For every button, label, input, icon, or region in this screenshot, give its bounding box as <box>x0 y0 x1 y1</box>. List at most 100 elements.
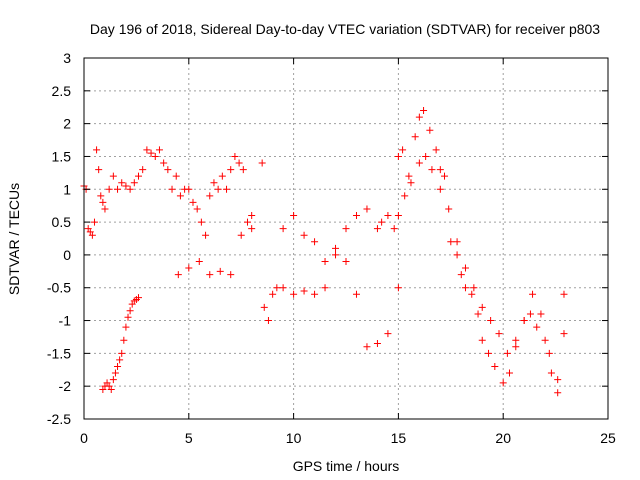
data-point <box>168 185 176 193</box>
data-point <box>384 212 392 220</box>
y-tick-label: 0 <box>63 247 71 263</box>
data-point <box>384 330 392 338</box>
data-point <box>342 257 350 265</box>
data-point <box>134 172 142 180</box>
x-tick-label: 5 <box>185 430 193 446</box>
data-point <box>206 271 214 279</box>
data-point <box>118 349 126 357</box>
data-point <box>411 133 419 141</box>
y-tick-label: 2.5 <box>52 83 72 99</box>
x-axis-label: GPS time / hours <box>293 458 400 474</box>
data-point <box>147 149 155 157</box>
data-point <box>88 231 96 239</box>
grid-lines <box>84 58 608 419</box>
data-point <box>474 310 482 318</box>
data-point <box>470 284 478 292</box>
data-point <box>139 166 147 174</box>
data-point <box>155 146 163 154</box>
data-point <box>239 166 247 174</box>
data-point <box>533 323 541 331</box>
y-axis-ticks: -2.5 -2 -1.5 -1 -0.5 0 0.5 1 1.5 2 2.5 3 <box>47 50 608 427</box>
data-point <box>300 231 308 239</box>
data-point <box>143 146 151 154</box>
data-point <box>554 376 562 384</box>
data-point <box>122 323 130 331</box>
data-point <box>114 362 122 370</box>
data-point <box>210 179 218 187</box>
data-point <box>176 192 184 200</box>
data-point <box>554 389 562 397</box>
data-point <box>415 159 423 167</box>
data-point <box>160 159 168 167</box>
data-point <box>264 317 272 325</box>
x-tick-label: 0 <box>80 430 88 446</box>
data-point <box>95 166 103 174</box>
data-point <box>300 287 308 295</box>
data-point <box>197 218 205 226</box>
data-point <box>407 179 415 187</box>
data-point <box>109 376 117 384</box>
data-point <box>526 310 534 318</box>
x-tick-label: 10 <box>286 430 302 446</box>
x-tick-label: 20 <box>495 430 511 446</box>
data-point <box>311 290 319 298</box>
data-point <box>352 212 360 220</box>
data-point <box>195 257 203 265</box>
data-point <box>248 212 256 220</box>
data-point <box>332 244 340 252</box>
data-point <box>363 205 371 213</box>
data-point <box>432 146 440 154</box>
data-point <box>227 271 235 279</box>
data-point <box>227 166 235 174</box>
chart-title: Day 196 of 2018, Sidereal Day-to-day VTE… <box>90 21 600 37</box>
y-tick-label: -2.5 <box>47 411 71 427</box>
data-point <box>97 192 105 200</box>
data-point <box>216 267 224 275</box>
data-point <box>401 192 409 200</box>
data-point <box>130 179 138 187</box>
data-point <box>109 172 117 180</box>
data-point <box>151 152 159 160</box>
data-point <box>457 271 465 279</box>
data-point <box>279 284 287 292</box>
data-point <box>248 225 256 233</box>
x-axis-ticks: 0 5 10 15 20 25 <box>80 58 616 446</box>
data-point <box>420 107 428 115</box>
data-point <box>111 369 119 377</box>
y-tick-label: -1.5 <box>47 345 71 361</box>
data-point <box>214 185 222 193</box>
data-point <box>126 185 134 193</box>
data-point <box>478 336 486 344</box>
data-point <box>101 205 109 213</box>
data-point <box>390 225 398 233</box>
data-point <box>461 284 469 292</box>
data-point <box>447 238 455 246</box>
data-point <box>436 166 444 174</box>
data-point <box>237 231 245 239</box>
data-point <box>174 271 182 279</box>
data-point <box>547 369 555 377</box>
data-point <box>378 218 386 226</box>
data-point <box>537 310 545 318</box>
data-point <box>399 146 407 154</box>
data-point <box>332 251 340 259</box>
data-point <box>512 343 520 351</box>
y-tick-label: -2 <box>59 378 72 394</box>
y-tick-label: 3 <box>63 50 71 66</box>
data-point <box>352 290 360 298</box>
data-point <box>461 264 469 272</box>
data-point <box>520 317 528 325</box>
data-point <box>105 185 113 193</box>
data-point <box>453 251 461 259</box>
data-point <box>422 152 430 160</box>
x-tick-label: 25 <box>600 430 616 446</box>
data-point <box>290 290 298 298</box>
data-point <box>202 231 210 239</box>
data-point <box>426 126 434 134</box>
data-point <box>189 198 197 206</box>
data-point <box>114 185 122 193</box>
data-point <box>405 172 413 180</box>
data-point <box>122 182 130 190</box>
data-point <box>218 172 226 180</box>
